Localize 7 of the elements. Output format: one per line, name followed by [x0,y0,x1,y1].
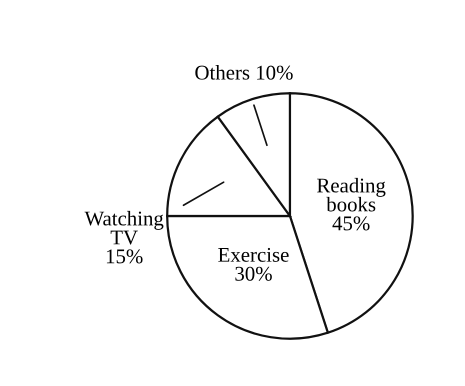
data-label: 30% [235,266,272,281]
slice-label: Watching TV [84,210,164,245]
slice-label: Reading books [317,178,386,212]
data-label: 15% [106,249,143,264]
data-label: 45% [332,216,370,230]
slice-label: Exercise [218,248,289,262]
slice-label: Others 10% [195,65,293,80]
